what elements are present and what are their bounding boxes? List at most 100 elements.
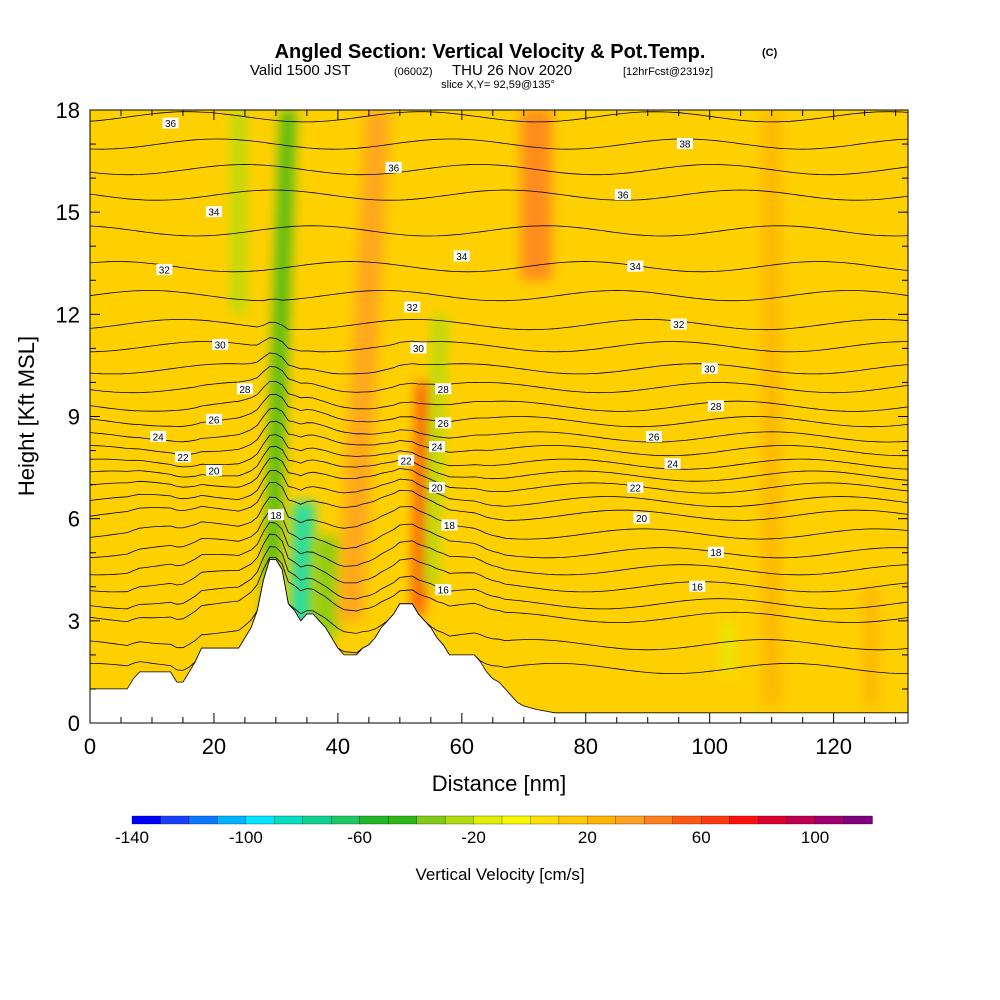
contour-label: 24 — [431, 443, 443, 454]
contour-label-bg — [150, 430, 167, 442]
theta-contour-line — [90, 445, 908, 482]
theta-contour-line — [90, 393, 908, 428]
contour-label-bg — [701, 362, 718, 374]
contour-label: 32 — [673, 320, 685, 331]
theta-contour-line — [90, 138, 908, 150]
contour-label-bg — [398, 454, 415, 466]
x-axis: 0 20 40 60 80 100 120 — [84, 110, 897, 759]
contour-label-bg — [627, 482, 644, 494]
plot-area: 16 16 18 18 18 20 20 20 22 22 22 24 24 24 26 26 26 28 28 28… — [90, 110, 908, 723]
valid-utc: (0600Z) — [394, 66, 433, 78]
velocity-feature — [722, 620, 735, 672]
colorbar-swatch — [416, 815, 446, 825]
colorbar-swatch — [188, 815, 219, 825]
theta-contour-line — [90, 407, 908, 443]
contour-label-bg — [633, 512, 650, 524]
colorbar-swatch — [558, 815, 589, 825]
colorbar-swatch — [245, 815, 275, 825]
contour-label: 16 — [692, 582, 704, 593]
contour-label: 26 — [208, 415, 220, 426]
velocity-feature — [520, 110, 552, 281]
velocity-feature — [230, 110, 247, 315]
contour-label-bg — [212, 338, 229, 350]
contour-label-bg — [205, 413, 222, 425]
theta-contour-labels: 16 16 18 18 18 20 20 20 22 22 22 24 24 24 26 26 26 28 28 28… — [150, 117, 724, 597]
contour-label: 22 — [630, 484, 642, 495]
contour-label-bg — [162, 117, 179, 129]
theta-contour-line — [90, 496, 908, 540]
contour-label-bg — [205, 464, 222, 476]
contour-label-bg — [410, 342, 427, 354]
velocity-feature — [337, 110, 391, 621]
colorbar-swatch — [444, 815, 475, 825]
contour-label-bg — [614, 189, 631, 201]
contour-label: 26 — [648, 432, 660, 443]
theta-contour-line — [90, 546, 908, 610]
contour-label: 20 — [431, 484, 443, 495]
contour-label: 22 — [400, 456, 412, 467]
contour-label: 16 — [438, 586, 450, 597]
contour-label: 36 — [388, 163, 400, 174]
colorbar-swatch — [359, 815, 389, 825]
colorbar: -140 -100 -60 -20 20 60 100 — [115, 815, 873, 847]
contour-label: 26 — [438, 419, 450, 430]
colorbar-swatch — [131, 815, 162, 825]
valid-day: THU 26 Nov 2020 — [452, 62, 572, 79]
colorbar-swatch — [501, 815, 532, 825]
x-tick-label: 0 — [84, 734, 96, 759]
contour-label-bg — [435, 584, 452, 596]
contour-label: 34 — [208, 208, 220, 219]
contour-label: 32 — [407, 303, 419, 314]
x-tick-label: 20 — [202, 734, 226, 759]
contour-label-bg — [435, 383, 452, 395]
contour-label-bg — [174, 451, 191, 463]
x-axis-label: Distance [nm] — [432, 771, 567, 796]
contour-label: 28 — [438, 385, 450, 396]
contour-label-bg — [385, 161, 402, 173]
theta-contour-line — [90, 366, 908, 394]
contour-label: 30 — [413, 344, 425, 355]
contour-label-bg — [435, 417, 452, 429]
y-tick-label: 6 — [68, 507, 80, 532]
contour-label-bg — [267, 509, 284, 521]
contour-label-bg — [453, 250, 470, 262]
contour-label: 24 — [667, 460, 679, 471]
contour-label-bg — [689, 580, 706, 592]
theta-contour-line — [90, 290, 908, 302]
colorbar-tick-label: -60 — [347, 828, 372, 847]
contour-label: 20 — [636, 514, 648, 525]
theta-contour-line — [90, 111, 908, 123]
contour-label: 34 — [630, 262, 642, 273]
theta-contour-line — [90, 164, 908, 176]
contour-label-bg — [676, 138, 693, 150]
theta-contour-line — [90, 482, 908, 521]
y-tick-label: 12 — [56, 302, 80, 327]
theta-contour-line — [90, 521, 908, 576]
colorbar-swatch — [672, 815, 702, 825]
contour-label-bg — [645, 430, 662, 442]
colorbar-swatch — [758, 815, 788, 825]
contour-label: 28 — [710, 402, 722, 413]
y-tick-label: 3 — [68, 609, 80, 634]
contour-label-bg — [707, 546, 724, 558]
contour-label: 20 — [208, 466, 220, 477]
colorbar-swatch — [530, 815, 560, 825]
contour-label: 28 — [239, 385, 251, 396]
contour-label: 18 — [710, 548, 722, 559]
theta-contour-line — [90, 381, 908, 412]
contour-label: 34 — [456, 252, 468, 263]
contour-label: 30 — [704, 364, 716, 375]
y-tick-label: 15 — [56, 200, 80, 225]
y-tick-label: 9 — [68, 405, 80, 430]
contour-label-bg — [156, 264, 173, 276]
contour-label-bg — [236, 383, 253, 395]
x-tick-label: 40 — [326, 734, 350, 759]
x-tick-label: 60 — [450, 734, 474, 759]
colorbar-swatch — [331, 815, 361, 825]
colorbar-tick-label: 60 — [692, 828, 711, 847]
colorbar-swatch — [786, 815, 816, 825]
colorbar-swatch — [729, 815, 759, 825]
contour-label-bg — [441, 519, 458, 531]
contour-label: 30 — [215, 340, 227, 351]
